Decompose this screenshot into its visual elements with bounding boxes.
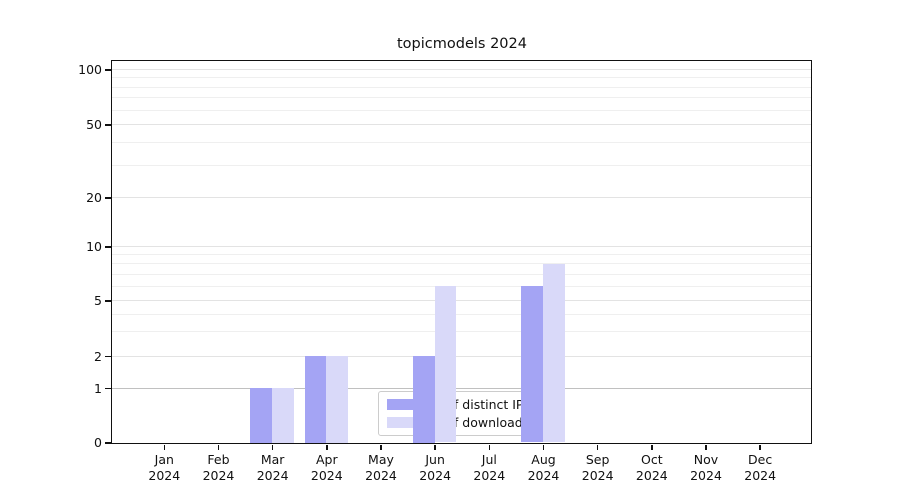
x-tick-mark <box>434 444 436 450</box>
legend-swatch-downloads <box>387 417 414 428</box>
plot-area <box>110 59 812 444</box>
x-tick-mark <box>217 444 220 450</box>
x-tick-label: Jan 2024 <box>132 452 196 483</box>
x-tick-year: 2024 <box>744 467 777 483</box>
legend-item-downloads: Nb of downloads <box>387 415 532 430</box>
y-tick-mark <box>104 300 111 302</box>
y-tick-label: 20 <box>86 190 102 205</box>
y-tick-mark <box>104 355 111 358</box>
y-tick-label: 5 <box>94 293 102 308</box>
y-tick-mark <box>104 197 111 199</box>
x-tick-year: 2024 <box>256 467 289 483</box>
x-tick-month: May <box>368 452 394 467</box>
x-tick-month: Mar <box>260 452 285 467</box>
y-major-gridline <box>111 124 811 125</box>
x-tick-label: Dec 2024 <box>728 452 792 483</box>
x-tick-mark <box>542 444 545 450</box>
x-tick-label: Jun 2024 <box>403 452 467 483</box>
y-major-gridline <box>111 300 811 301</box>
legend: Nb of distinct IPs Nb of downloads <box>378 391 541 436</box>
x-tick-month: Apr <box>315 452 338 467</box>
x-tick-mark <box>271 444 274 450</box>
x-tick-label: Feb 2024 <box>186 452 250 483</box>
x-tick-mark <box>651 444 653 450</box>
y-minor-gridline <box>111 164 811 166</box>
x-tick-mark <box>596 444 599 450</box>
x-tick-year: 2024 <box>310 467 343 483</box>
y-major-gridline <box>111 355 811 357</box>
x-tick-month: Feb <box>207 452 230 467</box>
x-tick-label: Jul 2024 <box>457 452 521 483</box>
x-tick-month: Aug <box>531 452 556 467</box>
x-tick-month: Oct <box>641 452 663 467</box>
x-tick-year: 2024 <box>473 467 506 483</box>
x-tick-label: Apr 2024 <box>295 452 359 483</box>
y-minor-gridline <box>111 109 811 111</box>
bar-distinct-ips <box>250 388 273 443</box>
y-minor-gridline <box>111 313 811 315</box>
x-tick-year: 2024 <box>365 467 397 483</box>
x-tick-label: Sep 2024 <box>566 452 630 483</box>
x-tick-year: 2024 <box>419 467 452 483</box>
y-tick-label: 10 <box>86 239 102 254</box>
x-tick-label: May 2024 <box>349 452 413 483</box>
x-tick-month: Dec <box>748 452 773 467</box>
chart-title: topicmodels 2024 <box>397 36 527 52</box>
y-tick-label: 50 <box>86 117 102 132</box>
x-tick-month: Jul <box>481 452 497 467</box>
y-tick-label: 2 <box>94 348 102 364</box>
x-tick-label: Nov 2024 <box>674 452 738 483</box>
y-major-gridline <box>111 197 811 198</box>
y-tick-mark <box>104 442 111 444</box>
x-tick-year: 2024 <box>527 467 560 483</box>
x-tick-month: Sep <box>585 452 610 467</box>
x-tick-mark <box>163 444 165 450</box>
x-tick-year: 2024 <box>581 467 614 483</box>
x-tick-mark <box>488 444 490 450</box>
bar-downloads <box>542 263 565 443</box>
y-minor-gridline <box>111 141 811 143</box>
x-tick-month: Jan <box>154 452 174 467</box>
legend-item-distinct-ips: Nb of distinct IPs <box>387 397 532 412</box>
x-tick-year: 2024 <box>690 467 722 483</box>
y-tick-mark <box>104 69 111 71</box>
bar-distinct-ips <box>412 356 435 443</box>
y-minor-gridline <box>111 263 811 265</box>
y-minor-gridline <box>111 273 811 275</box>
y-major-gridline <box>111 69 811 70</box>
y-minor-gridline <box>111 330 811 332</box>
x-tick-year: 2024 <box>148 467 181 483</box>
y-tick-mark <box>104 246 111 248</box>
y-major-gridline <box>111 246 811 247</box>
x-tick-label: Oct 2024 <box>620 452 684 483</box>
bar-downloads <box>326 356 348 443</box>
bar-downloads <box>434 286 457 443</box>
y-tick-label: 0 <box>94 435 102 450</box>
y-minor-gridline <box>111 97 811 99</box>
y-minor-gridline <box>111 77 811 79</box>
y-minor-gridline <box>111 254 811 256</box>
x-tick-mark <box>759 444 761 450</box>
bar-downloads <box>272 388 294 443</box>
bar-distinct-ips <box>304 356 327 443</box>
x-tick-year: 2024 <box>635 467 668 483</box>
x-tick-mark <box>380 444 382 450</box>
y-tick-label: 100 <box>78 62 102 77</box>
y-tick-mark <box>104 124 111 126</box>
x-tick-year: 2024 <box>202 467 235 483</box>
y-minor-gridline <box>111 86 811 88</box>
y-tick-mark <box>104 387 111 390</box>
x-tick-mark <box>326 444 328 450</box>
bar-distinct-ips <box>521 286 543 443</box>
y-minor-gridline <box>111 285 811 287</box>
y-tick-label: 1 <box>94 380 102 396</box>
x-tick-mark <box>705 444 707 450</box>
legend-swatch-distinct-ips <box>387 399 414 410</box>
y-major-gridline <box>111 387 811 389</box>
x-tick-label: Mar 2024 <box>241 452 305 483</box>
x-tick-label: Aug 2024 <box>511 452 575 483</box>
x-tick-month: Jun <box>425 452 445 467</box>
x-tick-month: Nov <box>693 452 719 467</box>
